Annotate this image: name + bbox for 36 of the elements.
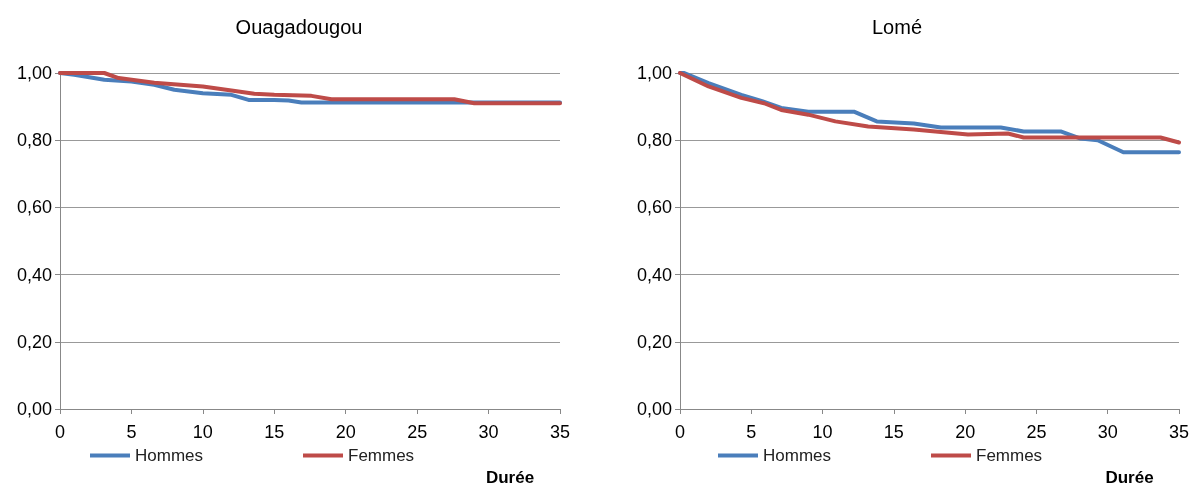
y-tick-label: 0,00 bbox=[16, 399, 52, 419]
legend-label: Femmes bbox=[348, 446, 415, 465]
y-tick-label: 0,00 bbox=[636, 399, 672, 419]
x-tick-label: 20 bbox=[955, 422, 976, 442]
y-tick-label: 0,40 bbox=[16, 264, 52, 285]
chart-title: Lomé bbox=[871, 16, 923, 38]
x-axis-title: Durée bbox=[485, 468, 535, 487]
x-tick-label: 5 bbox=[126, 422, 137, 442]
y-tick-label: 0,40 bbox=[636, 264, 672, 285]
x-tick-label: 30 bbox=[478, 422, 499, 442]
x-tick-label: 5 bbox=[746, 422, 757, 442]
chart-title: Ouagadougou bbox=[235, 16, 363, 38]
y-tick-label: 0,20 bbox=[636, 331, 672, 352]
x-tick-label: 15 bbox=[883, 422, 904, 442]
legend-label: Hommes bbox=[763, 446, 832, 465]
legend-label: Femmes bbox=[976, 446, 1043, 465]
y-tick-label: 0,60 bbox=[636, 197, 672, 218]
x-tick-label: 0 bbox=[674, 422, 686, 442]
x-tick-label: 20 bbox=[335, 422, 356, 442]
x-tick-label: 25 bbox=[1026, 422, 1047, 442]
y-tick-label: 1,00 bbox=[636, 63, 672, 83]
x-tick-label: 25 bbox=[407, 422, 428, 442]
x-tick-label: 0 bbox=[54, 422, 66, 442]
x-tick-label: 15 bbox=[264, 422, 285, 442]
y-tick-label: 0,60 bbox=[16, 197, 52, 218]
x-tick-label: 10 bbox=[192, 422, 213, 442]
y-tick-label: 0,80 bbox=[636, 130, 672, 151]
y-tick-label: 0,80 bbox=[16, 130, 52, 151]
x-tick-label: 10 bbox=[812, 422, 833, 442]
x-tick-label: 35 bbox=[1168, 422, 1190, 442]
legend-label: Hommes bbox=[135, 446, 204, 465]
x-axis-title: Durée bbox=[1105, 468, 1154, 487]
x-tick-label: 35 bbox=[549, 422, 571, 442]
x-tick-label: 30 bbox=[1097, 422, 1118, 442]
y-tick-label: 1,00 bbox=[16, 63, 52, 83]
y-tick-label: 0,20 bbox=[16, 331, 52, 352]
